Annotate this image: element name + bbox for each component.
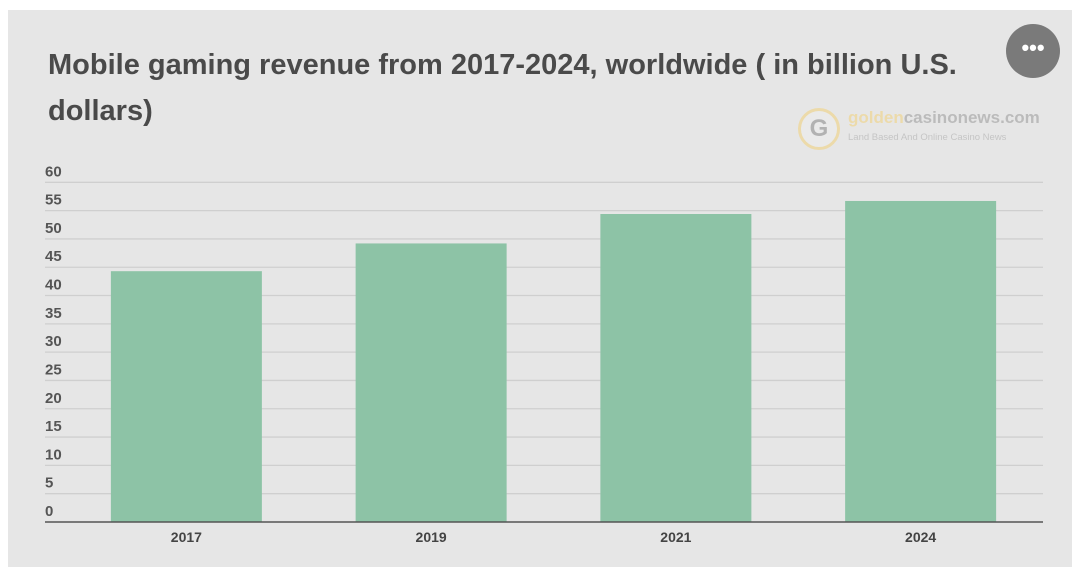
- bar-2019: [355, 243, 507, 523]
- more-horizontal-icon: •••: [1021, 35, 1045, 60]
- y-tick-label: 25: [45, 361, 62, 378]
- coin-icon: G: [798, 108, 840, 150]
- x-tick-label: 2021: [660, 529, 691, 545]
- y-tick-label: 35: [45, 305, 62, 322]
- y-tick-label: 0: [45, 503, 53, 520]
- logo-gray-text: casinonews.com: [903, 108, 1040, 127]
- logo-gold-text: golden: [848, 108, 904, 127]
- bar-2017: [110, 271, 262, 522]
- y-tick-label: 15: [45, 418, 62, 435]
- y-tick-label: 60: [45, 163, 62, 180]
- x-tick-label: 2017: [171, 529, 202, 545]
- chart-title: Mobile gaming revenue from 2017-2024, wo…: [48, 49, 957, 127]
- y-tick-label: 10: [45, 446, 62, 463]
- bar-2024: [845, 200, 997, 522]
- y-tick-label: 20: [45, 390, 62, 407]
- more-options-button[interactable]: •••: [1006, 24, 1060, 78]
- y-tick-label: 45: [45, 248, 62, 265]
- x-tick-label: 2024: [905, 529, 936, 545]
- bar-2021: [600, 214, 752, 522]
- y-tick-label: 30: [45, 333, 62, 350]
- logo-tagline: Land Based And Online Casino News: [848, 132, 1007, 143]
- x-tick-label: 2019: [416, 529, 447, 545]
- y-tick-label: 40: [45, 277, 62, 294]
- y-tick-label: 55: [45, 192, 62, 209]
- y-tick-label: 5: [45, 475, 53, 492]
- y-tick-label: 50: [45, 220, 62, 237]
